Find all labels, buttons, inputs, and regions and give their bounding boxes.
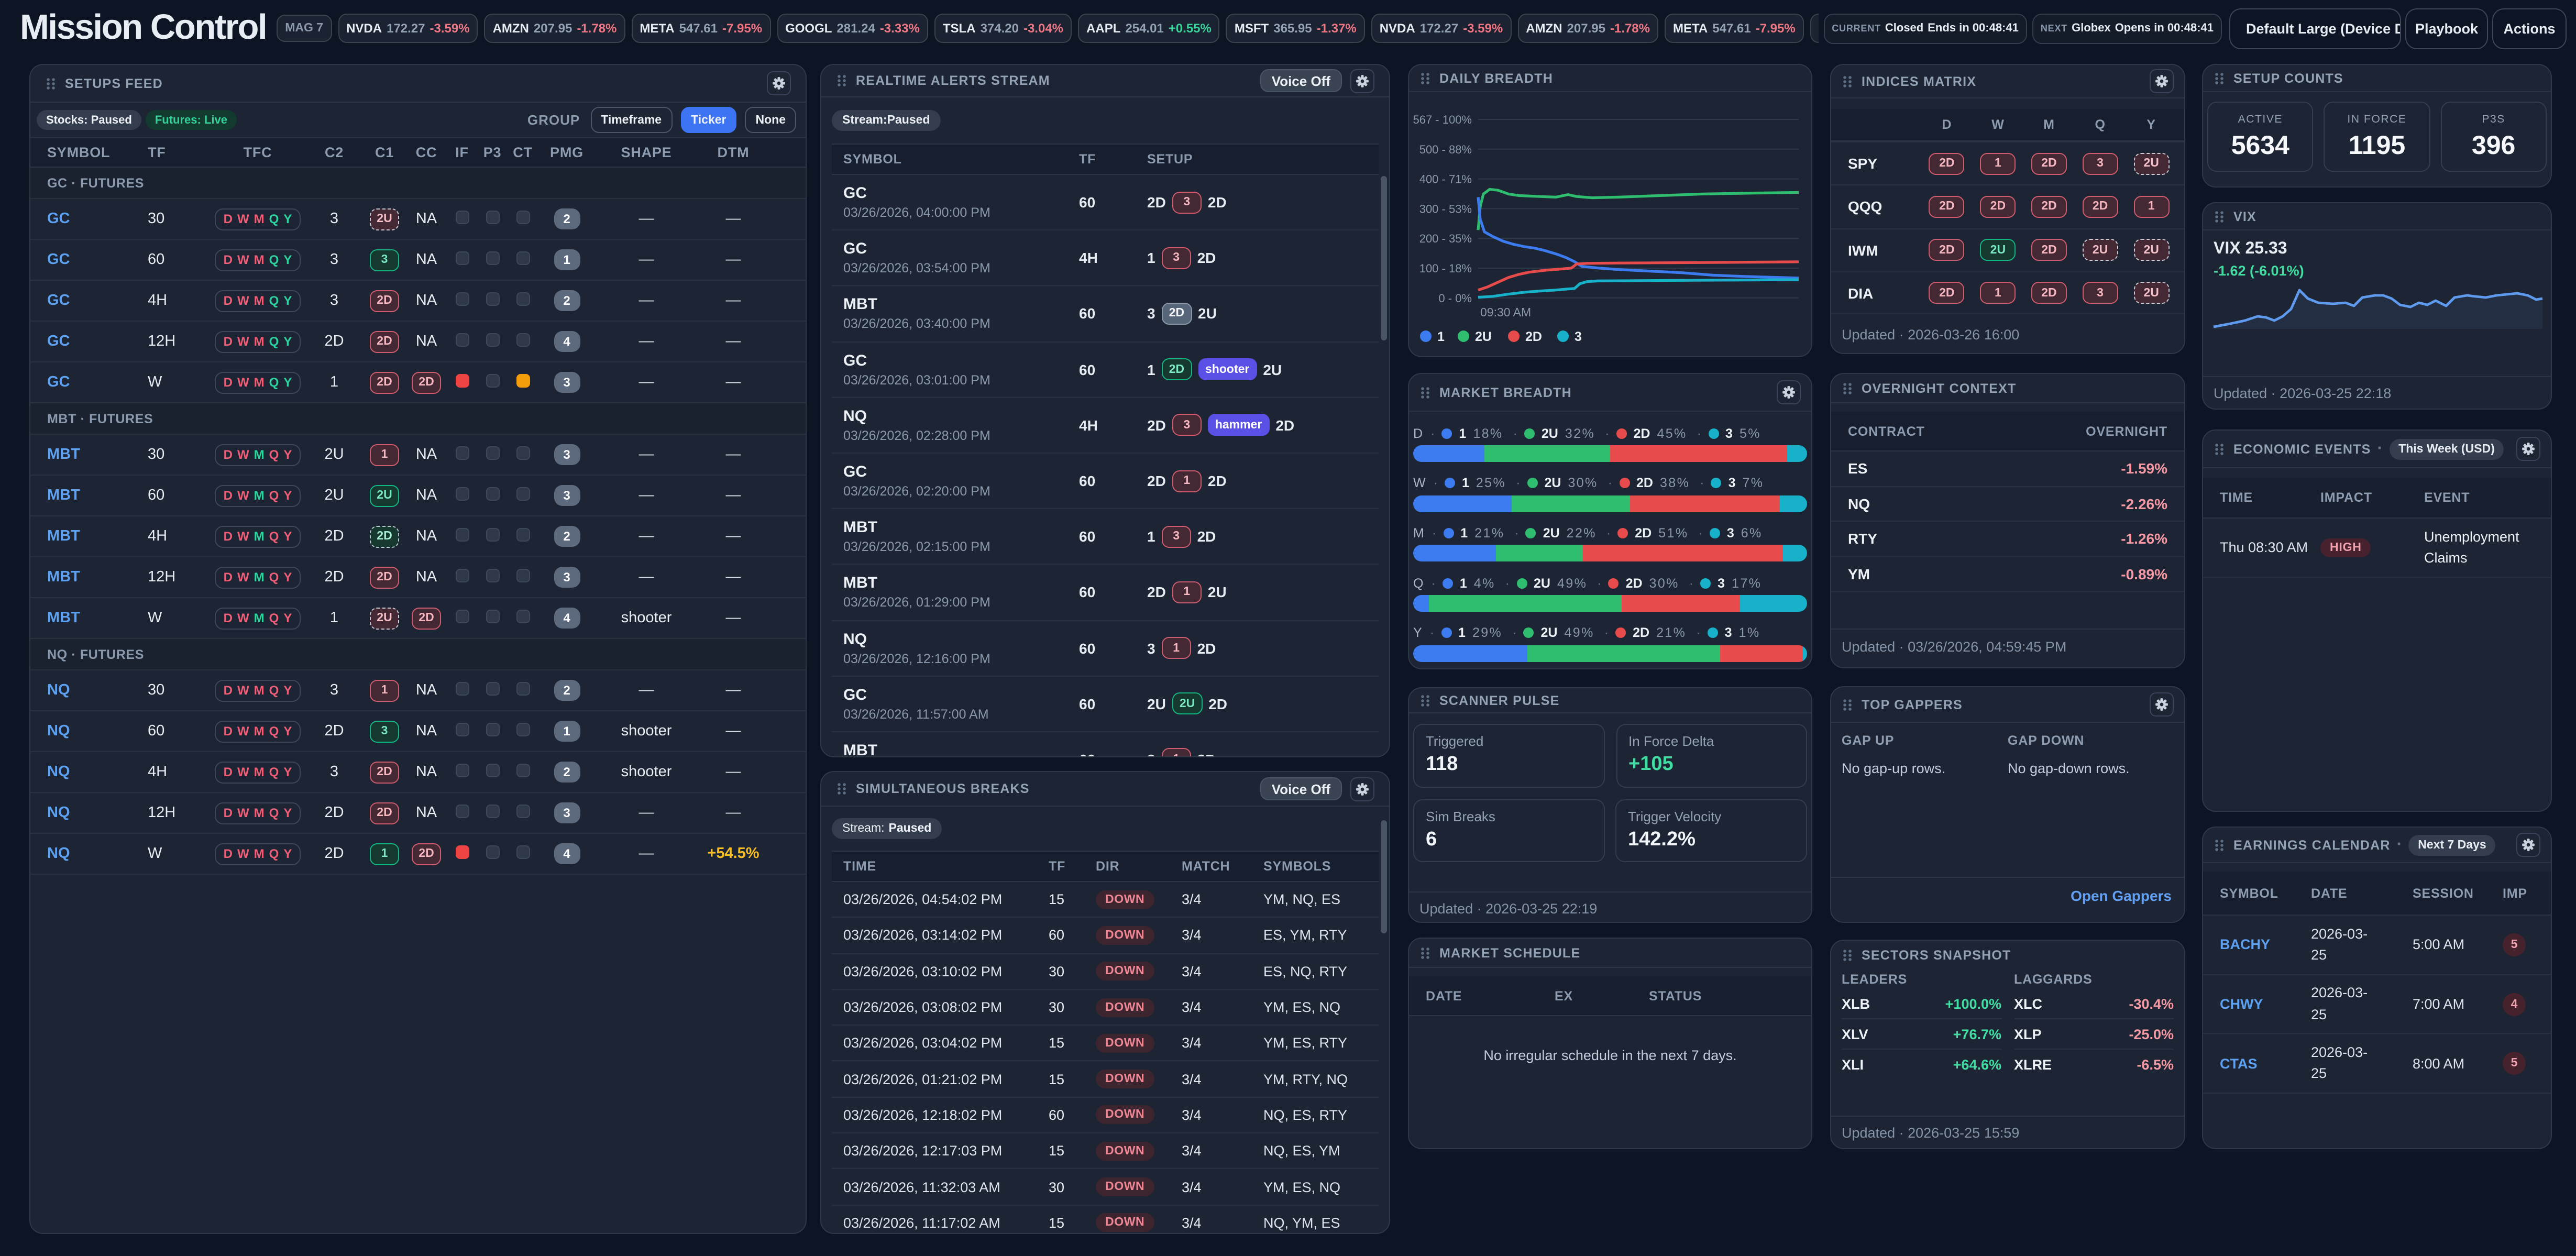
svg-text:1: 1 [1437,329,1445,344]
svg-text:3: 3 [1575,329,1582,344]
svg-text:2U: 2U [1475,329,1492,344]
svg-text:2D: 2D [1525,329,1542,344]
svg-text:0 - 0%: 0 - 0% [1438,292,1472,305]
svg-text:567 - 100%: 567 - 100% [1413,113,1472,126]
svg-text:200 - 35%: 200 - 35% [1419,232,1472,245]
svg-text:400 - 71%: 400 - 71% [1419,173,1472,186]
svg-text:300 - 53%: 300 - 53% [1419,202,1472,215]
svg-text:100 - 18%: 100 - 18% [1419,262,1472,275]
svg-text:09:30 AM: 09:30 AM [1480,305,1531,319]
svg-text:500 - 88%: 500 - 88% [1419,143,1472,156]
